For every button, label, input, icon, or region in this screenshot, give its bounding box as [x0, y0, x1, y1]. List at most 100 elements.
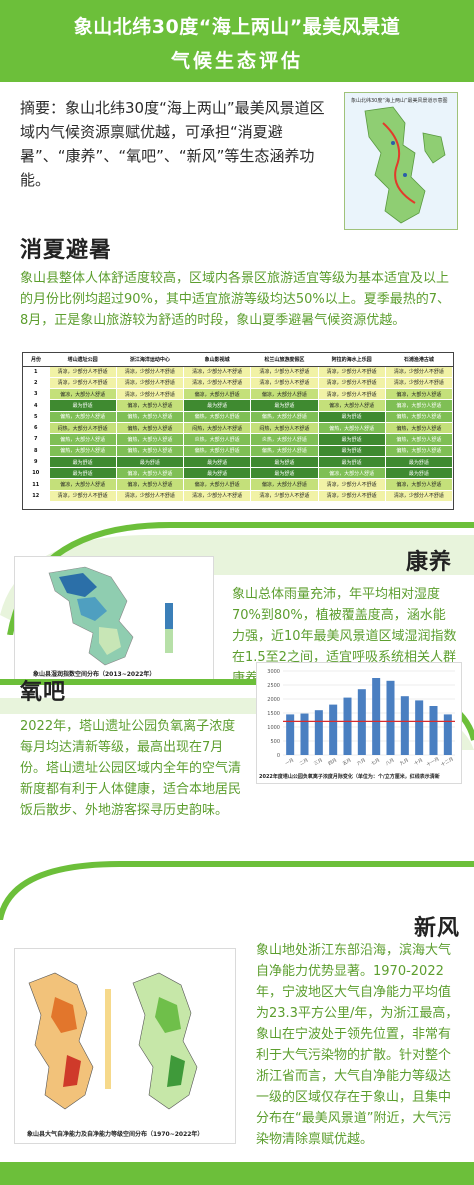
table-cell: 清凉，少部分人不舒适 — [317, 365, 386, 378]
table-cell: 清凉，少部分人不舒适 — [115, 376, 185, 390]
table-cell: 清凉，少部分人不舒适 — [115, 388, 185, 401]
table-cell: 清凉，少部分人不舒适 — [250, 365, 319, 378]
table-cell: 偏凉，大部分人舒适 — [115, 467, 185, 480]
chart-x-tick-label: 八月 — [385, 757, 396, 767]
chart-bar — [300, 713, 309, 755]
table-cell: 清凉，少部分人不舒适 — [317, 388, 386, 401]
table-cell: 偏凉，大部分人舒适 — [384, 388, 454, 401]
table-header: 象山影视城 — [183, 353, 251, 367]
table-cell: 最为舒适 — [250, 467, 319, 480]
table-row: 2 清凉，少部分人不舒适 清凉，少部分人不舒适 清凉，少部分人不舒适 清凉，少部分人不舒… — [23, 376, 454, 390]
table-cell: 偏凉，大部分人舒适 — [317, 399, 386, 412]
chart-bar — [386, 680, 395, 755]
table-cell: 闷热，大部分人不舒适 — [182, 421, 252, 435]
oxygen-chart-card: 0 500 1000 1500 2000 2500 3000 一月 二月 三月 四月 五月 六月 七月 八月… — [256, 662, 462, 784]
chart-x-tick-label: 二月 — [299, 757, 310, 767]
oxygen-bar-chart: 0 500 1000 1500 2000 2500 3000 一月 二月 三月 四月 五月 六月 七月 八月… — [267, 669, 455, 768]
table-cell: 偏凉，大部分人舒适 — [115, 399, 185, 412]
page-title: 象山北纬30度“海上两山”最美风景道 — [73, 16, 401, 38]
table-row: 6 闷热，大部分人不舒适 偏热，大部分人舒适 闷热，大部分人不舒适 闷热，大部分人不舒适… — [23, 421, 454, 435]
chart-bar — [415, 700, 424, 755]
table-cell: 炎热，大部分人舒适 — [182, 433, 252, 446]
chart-y-tick-label: 0 — [277, 753, 280, 759]
section-title-summer: 消夏避暑 — [20, 238, 113, 263]
table-cell: 最为舒适 — [317, 433, 386, 446]
table-cell: 偏热，大部分人舒适 — [182, 444, 252, 457]
table-header: 塔山遗址公园 — [49, 353, 117, 367]
table-cell: 偏热，大部分人舒适 — [48, 433, 117, 446]
chart-x-tick-label: 一月 — [284, 757, 295, 767]
table-cell: 闷热，大部分人不舒适 — [250, 421, 319, 435]
chart-x-tick-label: 十月 — [413, 756, 424, 767]
table-cell: 最为舒适 — [317, 444, 386, 457]
table-month-cell: 1 — [23, 366, 49, 378]
table-cell: 偏凉，大部分人舒适 — [317, 467, 386, 480]
chart-y-tick-label: 1500 — [267, 711, 280, 717]
table-cell: 偏热，大部分人舒适 — [384, 421, 454, 435]
table-month-cell: 9 — [23, 456, 49, 468]
table-cell: 偏凉，大部分人舒适 — [48, 388, 117, 401]
table-cell: 偏热，大部分人舒适 — [250, 444, 319, 457]
humidity-map-caption: 象山县湿润指数空间分布（2013~2022年） — [33, 671, 156, 678]
decor-arc-3 — [0, 861, 474, 920]
table-month-cell: 2 — [23, 377, 49, 389]
chart-y-tick-label: 1000 — [267, 725, 280, 731]
chart-x-tick-label: 六月 — [355, 756, 366, 767]
chart-x-tick-label: 三月 — [313, 757, 324, 767]
table-cell: 清凉，少部分人不舒适 — [115, 365, 185, 378]
table-row: 12 清凉，少部分人不舒适 清凉，少部分人不舒适 清凉，少部分人不舒适 清凉，少部分人不… — [23, 489, 454, 503]
inset-map-caption: 象山北纬30度“海上两山”最美风景道示意图 — [351, 98, 448, 104]
table-row: 7 偏热，大部分人舒适 偏热，大部分人舒适 炎热，大部分人舒适 炎热，大部分人舒适 最为舒… — [23, 433, 454, 446]
table-cell: 偏热，大部分人舒适 — [115, 410, 185, 423]
table-cell: 清凉，少部分人不舒适 — [182, 489, 252, 503]
table-row: 9 最为舒适 最为舒适 最为舒适 最为舒适 最为舒适 最为舒适 — [23, 455, 454, 469]
chart-bar — [400, 696, 409, 755]
humidity-map-graphic — [48, 566, 173, 666]
table-cell: 闷热，大部分人不舒适 — [48, 421, 117, 435]
chart-y-tick-label: 500 — [270, 739, 280, 745]
table-cell: 清凉，少部分人不舒适 — [384, 489, 454, 503]
humidity-map-card: 象山县湿润指数空间分布（2013~2022年） — [14, 556, 214, 682]
table-cell: 清凉，少部分人不舒适 — [182, 376, 252, 390]
chart-bar — [443, 714, 452, 755]
table-cell: 偏热，大部分人舒适 — [384, 444, 454, 457]
table-cell: 清凉，少部分人不舒适 — [384, 376, 454, 390]
table-cell: 清凉，少部分人不舒适 — [48, 489, 117, 503]
table-cell: 最为舒适 — [384, 455, 454, 469]
table-row: 5 偏热，大部分人舒适 偏热，大部分人舒适 偏热，大部分人舒适 偏热，大部分人舒适 最为舒… — [23, 410, 454, 423]
table-month-cell: 12 — [23, 490, 49, 502]
table-cell: 最为舒适 — [182, 467, 252, 480]
table-cell: 清凉，少部分人不舒适 — [317, 376, 386, 390]
table-cell: 偏凉，大部分人舒适 — [115, 478, 185, 491]
chart-x-tick-label: 十一月 — [425, 755, 440, 768]
chart-bar — [429, 706, 438, 755]
table-cell: 偏凉，大部分人舒适 — [384, 478, 454, 491]
table-cell: 偏热，大部分人舒适 — [48, 410, 117, 423]
chart-x-tick-label: 七月 — [370, 756, 381, 767]
table-cell: 清凉，少部分人不舒适 — [317, 489, 386, 503]
table-cell: 偏凉，大部分人舒适 — [384, 399, 454, 412]
inset-route-map: 象山北纬30度“海上两山”最美风景道示意图 — [344, 92, 458, 230]
table-month-cell: 10 — [23, 467, 49, 479]
table-cell: 最为舒适 — [250, 399, 319, 412]
footer-band — [0, 1162, 474, 1185]
table-month-cell: 11 — [23, 478, 49, 491]
table-header: 石浦渔港古城 — [385, 353, 453, 367]
chart-bar — [372, 678, 381, 755]
table-cell: 最为舒适 — [182, 455, 252, 469]
chart-y-tick-label: 3000 — [267, 669, 280, 675]
table-cell: 偏凉，大部分人舒适 — [182, 388, 252, 401]
section-title-wind: 新风 — [414, 916, 461, 941]
section-title-health: 康养 — [406, 550, 453, 575]
table-cell: 清凉，少部分人不舒适 — [250, 376, 319, 390]
table-month-cell: 4 — [23, 399, 49, 412]
chart-bar — [314, 710, 323, 755]
table-cell: 清凉，少部分人不舒适 — [48, 376, 117, 390]
table-cell: 最为舒适 — [317, 410, 386, 423]
chart-bar — [329, 704, 338, 755]
chart-y-tick-label: 2500 — [267, 683, 280, 689]
table-month-cell: 8 — [23, 445, 49, 457]
chart-x-tick-label: 四月 — [327, 757, 338, 767]
table-cell: 偏凉，大部分人舒适 — [48, 478, 117, 491]
table-row: 4 最为舒适 偏凉，大部分人舒适 最为舒适 最为舒适 偏凉，大部分人舒适 偏凉，大部分人舒适 — [23, 399, 454, 412]
